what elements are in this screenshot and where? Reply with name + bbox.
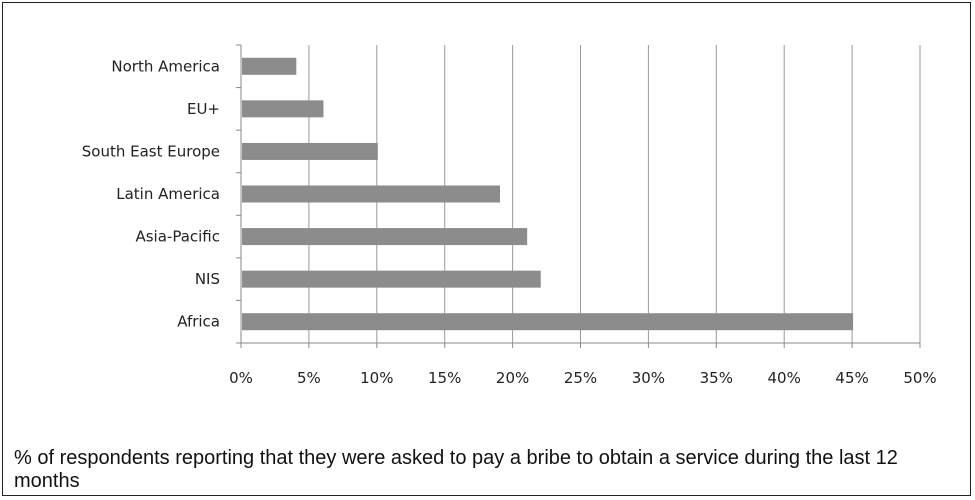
figure-caption: % of respondents reporting that they wer… xyxy=(14,447,898,492)
x-tick-label: 25% xyxy=(564,369,597,387)
gridlines xyxy=(308,45,921,343)
x-tick-label: 20% xyxy=(496,369,529,387)
category-label: Latin America xyxy=(116,185,220,203)
bar xyxy=(242,57,297,75)
axes xyxy=(236,44,921,348)
x-tick-label: 40% xyxy=(768,369,801,387)
category-label: South East Europe xyxy=(82,142,220,160)
x-tick-label: 35% xyxy=(700,369,733,387)
category-label: EU+ xyxy=(187,100,220,118)
category-label: Asia-Pacific xyxy=(135,228,220,246)
x-tick-label: 15% xyxy=(428,369,461,387)
bar xyxy=(242,228,528,246)
x-tick-label: 5% xyxy=(297,369,321,387)
bar xyxy=(242,313,854,331)
labels: 0% 5% 10% 15% 20% 25% 30% 35% 40% 45% 50% North Ame… xyxy=(82,57,937,387)
category-label: NIS xyxy=(195,270,220,288)
x-tick-label: 30% xyxy=(632,369,665,387)
x-tick-label: 0% xyxy=(229,369,253,387)
bar xyxy=(242,185,501,203)
x-tick-label: 45% xyxy=(835,369,868,387)
bar xyxy=(242,270,541,288)
bar xyxy=(242,142,378,160)
x-tick-label: 10% xyxy=(360,369,393,387)
category-label: North America xyxy=(111,57,220,75)
bars xyxy=(242,57,854,331)
bar xyxy=(242,100,324,118)
bar-chart: 0% 5% 10% 15% 20% 25% 30% 35% 40% 45% 50% North Ame… xyxy=(82,44,937,387)
x-tick-label: 50% xyxy=(903,369,936,387)
category-label: Africa xyxy=(177,313,220,331)
